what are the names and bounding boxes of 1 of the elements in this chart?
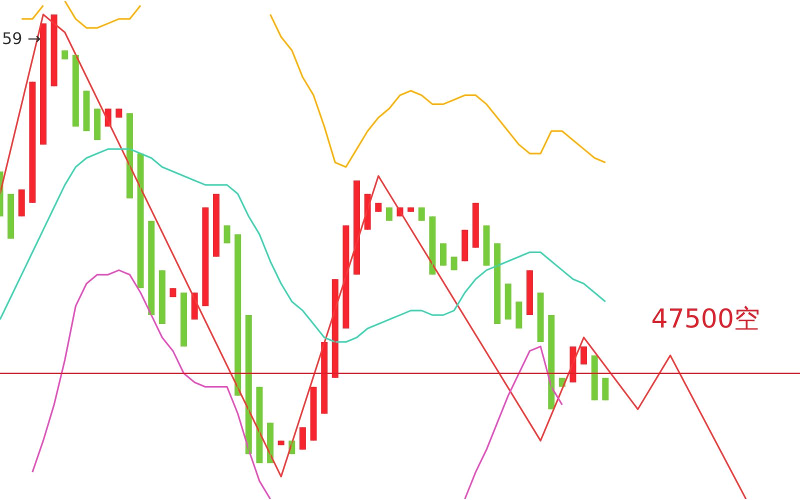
ref-line-label: 47500空	[651, 304, 760, 334]
